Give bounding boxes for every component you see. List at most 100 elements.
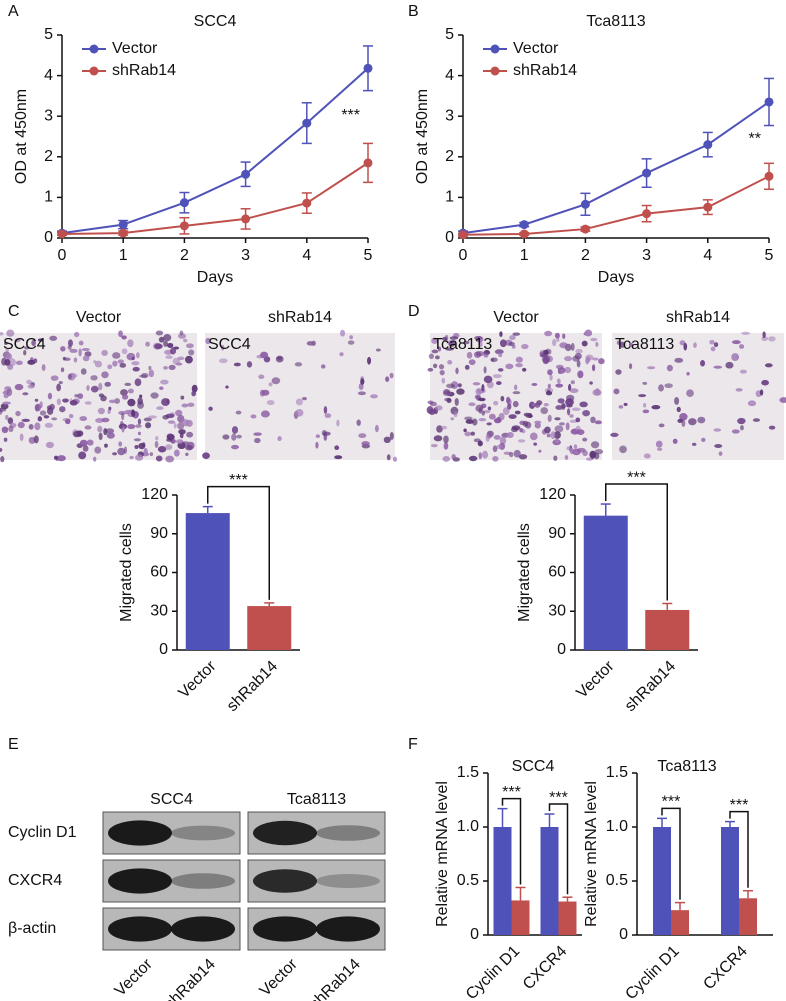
cell xyxy=(389,432,394,440)
blot-row-label: β-actin xyxy=(8,920,56,937)
cell xyxy=(43,415,50,419)
cell xyxy=(154,343,163,350)
cell xyxy=(575,417,581,423)
cell xyxy=(302,397,307,401)
legend-label: shRab14 xyxy=(112,62,176,79)
cell xyxy=(34,398,39,402)
cell xyxy=(208,406,213,411)
bar xyxy=(247,606,292,650)
cell xyxy=(543,402,549,407)
y-tick-label: 0 xyxy=(557,641,566,658)
cell xyxy=(294,362,303,367)
x-tick-label: CXCR4 xyxy=(520,943,570,993)
cell xyxy=(566,403,573,408)
cell xyxy=(175,409,183,417)
cell xyxy=(656,447,663,451)
cell xyxy=(97,407,105,415)
cell xyxy=(154,440,159,448)
cell xyxy=(160,379,169,385)
cell xyxy=(556,378,561,384)
cell xyxy=(67,345,72,350)
bar xyxy=(671,910,689,935)
cell xyxy=(261,389,270,396)
x-tick-label: Cyclin D1 xyxy=(622,943,683,1001)
y-tick-label: 2 xyxy=(445,148,454,165)
cell xyxy=(135,454,144,461)
cell xyxy=(446,383,455,389)
cell xyxy=(4,341,8,345)
cell xyxy=(564,366,572,374)
y-axis-label: OD at 450nm xyxy=(13,89,30,184)
cell xyxy=(577,370,584,379)
cell xyxy=(107,364,113,370)
cell xyxy=(225,385,229,389)
cell xyxy=(434,355,440,360)
cell xyxy=(106,432,115,439)
cell xyxy=(74,394,79,398)
cell xyxy=(534,422,541,429)
cell xyxy=(429,401,437,407)
cell xyxy=(258,374,265,380)
x-tick-label: 5 xyxy=(364,247,373,264)
cell xyxy=(676,406,681,413)
cell xyxy=(547,383,551,389)
cell xyxy=(679,412,688,421)
cell xyxy=(131,361,140,366)
cell xyxy=(150,392,159,399)
x-tick-label: 2 xyxy=(581,247,590,264)
cell xyxy=(709,339,715,345)
cell xyxy=(541,355,551,364)
cell xyxy=(97,425,103,433)
cell xyxy=(431,337,439,344)
cell xyxy=(101,371,109,379)
cell xyxy=(233,362,241,367)
cell xyxy=(759,389,764,396)
y-tick-label: 0.5 xyxy=(606,872,628,889)
bar xyxy=(645,609,690,650)
blot-group-label: SCC4 xyxy=(150,791,193,808)
cell xyxy=(121,348,128,355)
cell xyxy=(121,335,127,340)
cell xyxy=(311,340,316,346)
cell xyxy=(77,393,84,400)
cell xyxy=(324,413,332,419)
cell xyxy=(470,431,476,436)
cell xyxy=(1,426,9,434)
blot-row-label: Cyclin D1 xyxy=(8,824,77,841)
data-point xyxy=(764,171,774,181)
cell xyxy=(463,340,470,345)
cell xyxy=(127,388,134,394)
significance-bracket xyxy=(501,797,522,885)
cell xyxy=(573,444,578,449)
cell xyxy=(0,332,4,336)
cell xyxy=(598,358,605,365)
micrograph-label: Tca8113 xyxy=(615,336,674,353)
cell xyxy=(84,401,92,405)
cell xyxy=(529,432,538,441)
cell xyxy=(159,386,164,390)
cell xyxy=(56,398,61,406)
cell xyxy=(35,403,41,412)
chart-title: Tca8113 xyxy=(657,758,716,775)
panel-label: A xyxy=(8,3,19,20)
cell xyxy=(165,355,173,360)
cell xyxy=(475,350,485,357)
cell xyxy=(19,433,24,442)
cell xyxy=(586,356,591,363)
cell xyxy=(473,335,482,340)
cell xyxy=(739,369,747,374)
cell xyxy=(533,442,537,446)
cell xyxy=(322,431,331,436)
cell xyxy=(14,338,21,343)
cell xyxy=(538,449,542,453)
cell xyxy=(539,352,544,358)
cell xyxy=(518,454,528,460)
cell xyxy=(253,432,262,436)
chart-title: SCC4 xyxy=(194,13,237,30)
cell xyxy=(433,435,443,442)
cell xyxy=(94,360,103,368)
x-tick-label: 5 xyxy=(765,247,774,264)
cell xyxy=(47,392,53,400)
cell xyxy=(714,444,723,449)
cell xyxy=(277,436,282,442)
